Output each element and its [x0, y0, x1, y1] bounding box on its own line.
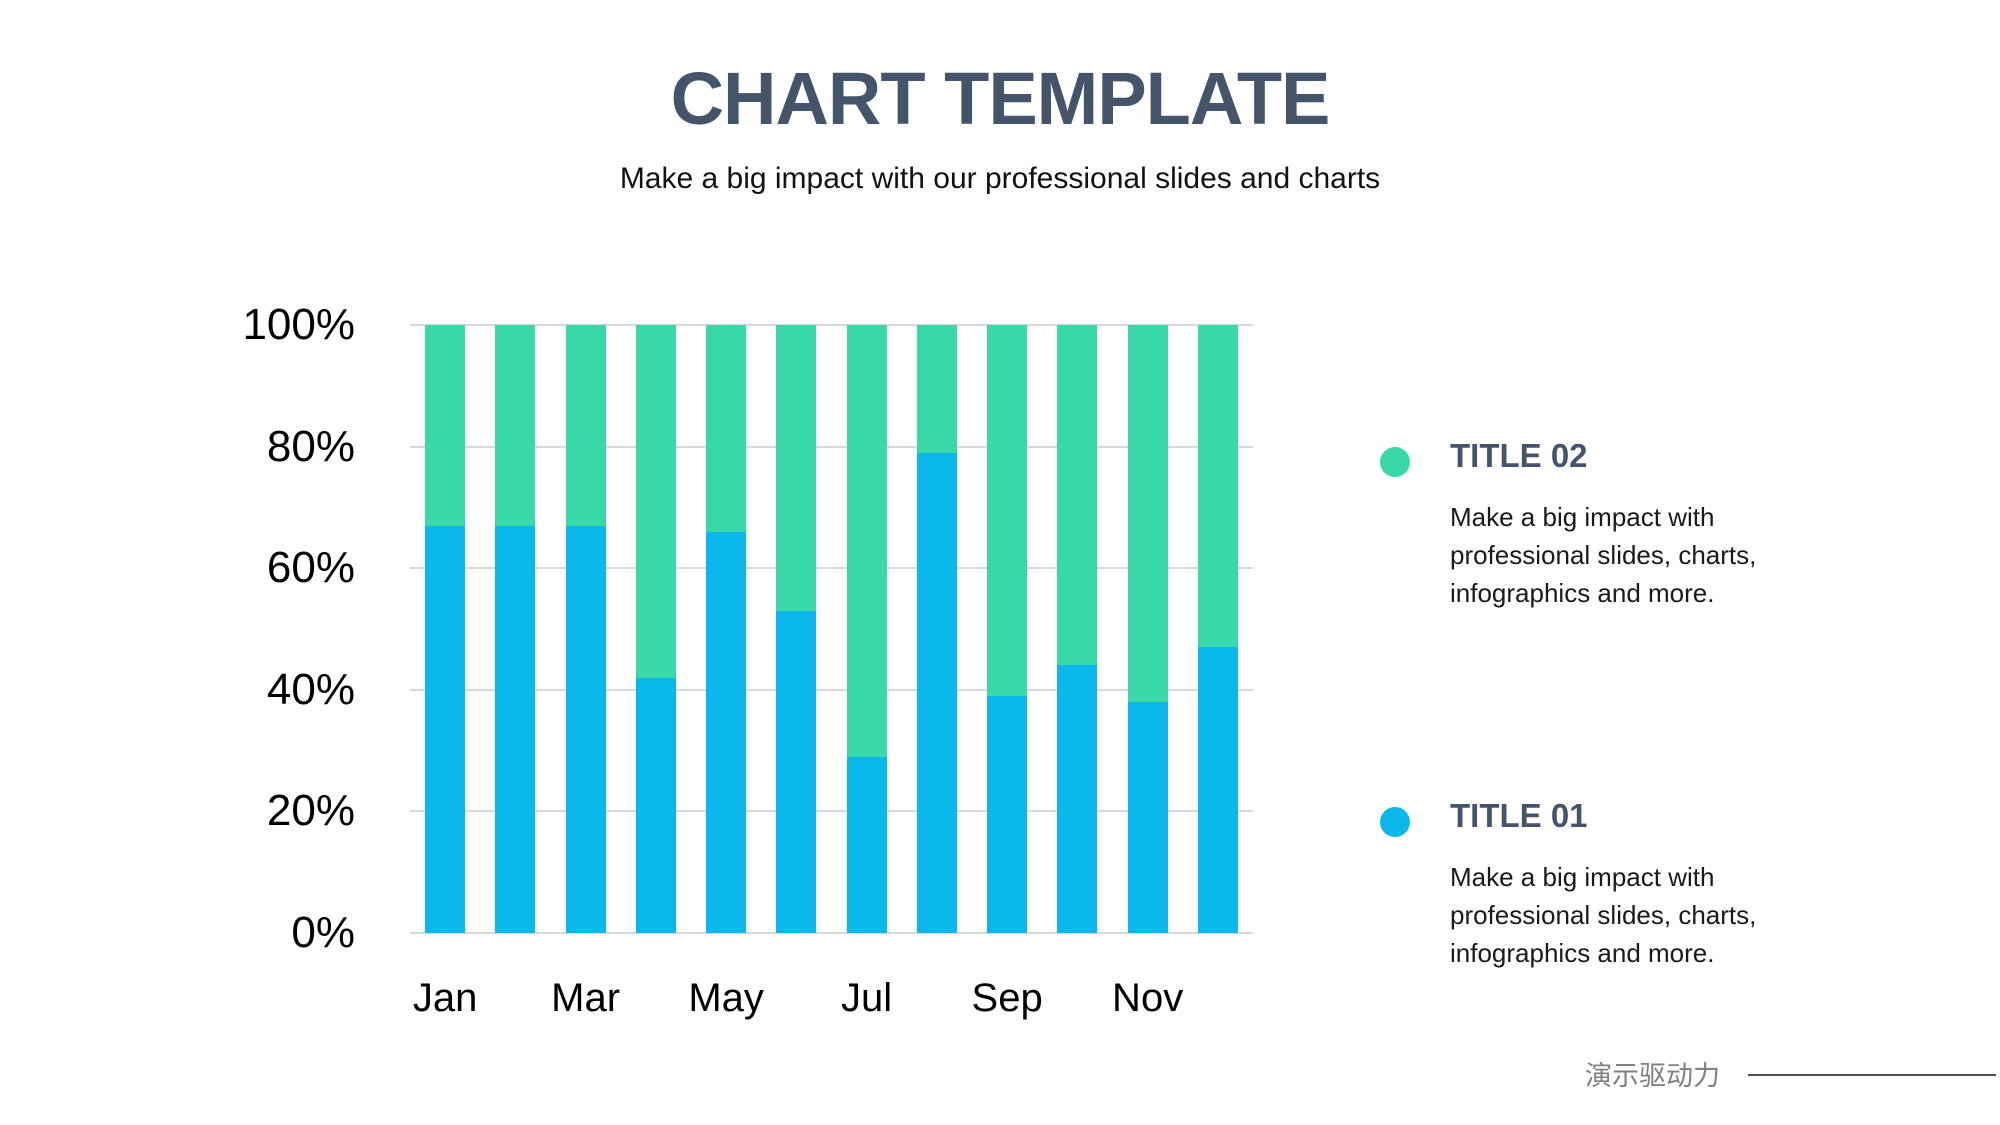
bar-dec: [1197, 325, 1238, 933]
bar-sep: [987, 325, 1028, 933]
bar-jul: [846, 325, 887, 933]
y-axis-tick-label: 20%: [266, 786, 355, 836]
legend-item-title01: TITLE 01 Make a big impact with professi…: [1450, 796, 1795, 972]
bar-segment-title01: [916, 452, 957, 933]
bar-aug: [916, 325, 957, 933]
page-title: CHART TEMPLATE: [670, 57, 1331, 140]
bar-jan: [425, 325, 466, 933]
legend-title: TITLE 01: [1450, 797, 1588, 834]
brand-text: 演示驱动力: [1585, 1061, 1720, 1091]
bar-segment-title02: [495, 325, 536, 526]
bar-segment-title02: [635, 325, 676, 678]
bar-segment-title01: [495, 525, 536, 933]
gridline: [410, 567, 1253, 570]
footer-divider-line: [1748, 1074, 1996, 1076]
bar-segment-title02: [776, 325, 817, 611]
legend-description: Make a big impact with professional slid…: [1450, 862, 1757, 968]
bar-segment-title01: [776, 610, 817, 933]
bar-segment-title01: [425, 525, 466, 933]
bar-segment-title01: [846, 756, 887, 933]
legend-dot-title01: [1380, 807, 1410, 837]
bar-segment-title02: [1197, 325, 1238, 648]
bar-segment-title02: [1127, 325, 1168, 702]
bar-segment-title01: [1197, 647, 1238, 933]
bar-nov: [1127, 325, 1168, 933]
y-axis-tick-label: 80%: [266, 421, 355, 471]
bar-jun: [776, 325, 817, 933]
legend-description: Make a big impact with professional slid…: [1450, 502, 1757, 608]
bar-segment-title01: [1127, 701, 1168, 933]
bar-oct: [1057, 325, 1098, 933]
bar-segment-title01: [1057, 665, 1098, 933]
bar-segment-title02: [425, 325, 466, 526]
x-axis-tick-label: Sep: [971, 976, 1043, 1020]
gridline: [410, 932, 1253, 934]
y-axis-tick-label: 100%: [242, 300, 355, 349]
legend-dot-title02: [1380, 447, 1410, 477]
bar-may: [706, 325, 747, 933]
x-axis-tick-label: Mar: [551, 976, 621, 1020]
x-axis-tick-label: May: [688, 976, 764, 1020]
bar-feb: [495, 325, 536, 933]
bar-segment-title02: [565, 325, 606, 526]
stacked-bar-chart: [410, 324, 1253, 934]
bar-segment-title02: [706, 325, 747, 532]
bar-segment-title02: [846, 325, 887, 757]
y-axis-tick-label: 0%: [291, 908, 355, 957]
bar-segment-title02: [916, 325, 957, 453]
bar-segment-title01: [706, 531, 747, 933]
legend-title: TITLE 02: [1450, 437, 1588, 474]
legend-item-title02: TITLE 02 Make a big impact with professi…: [1450, 436, 1795, 612]
bar-segment-title02: [987, 325, 1028, 696]
bar-segment-title02: [1057, 325, 1098, 666]
gridline: [410, 445, 1253, 448]
gridline: [410, 810, 1253, 813]
gridline: [410, 688, 1253, 691]
y-axis-tick-label: 60%: [266, 543, 355, 593]
bar-segment-title01: [987, 695, 1028, 933]
bar-apr: [635, 325, 676, 933]
bar-mar: [565, 325, 606, 933]
x-axis-tick-label: Jul: [841, 976, 893, 1020]
gridline: [410, 324, 1253, 326]
bar-segment-title01: [635, 677, 676, 933]
page-subtitle: Make a big impact with our professional …: [619, 162, 1381, 195]
x-axis-tick-label: Nov: [1112, 976, 1184, 1020]
bar-segment-title01: [565, 525, 606, 933]
x-axis-tick-label: Jan: [412, 976, 478, 1020]
y-axis-tick-label: 40%: [266, 664, 355, 714]
